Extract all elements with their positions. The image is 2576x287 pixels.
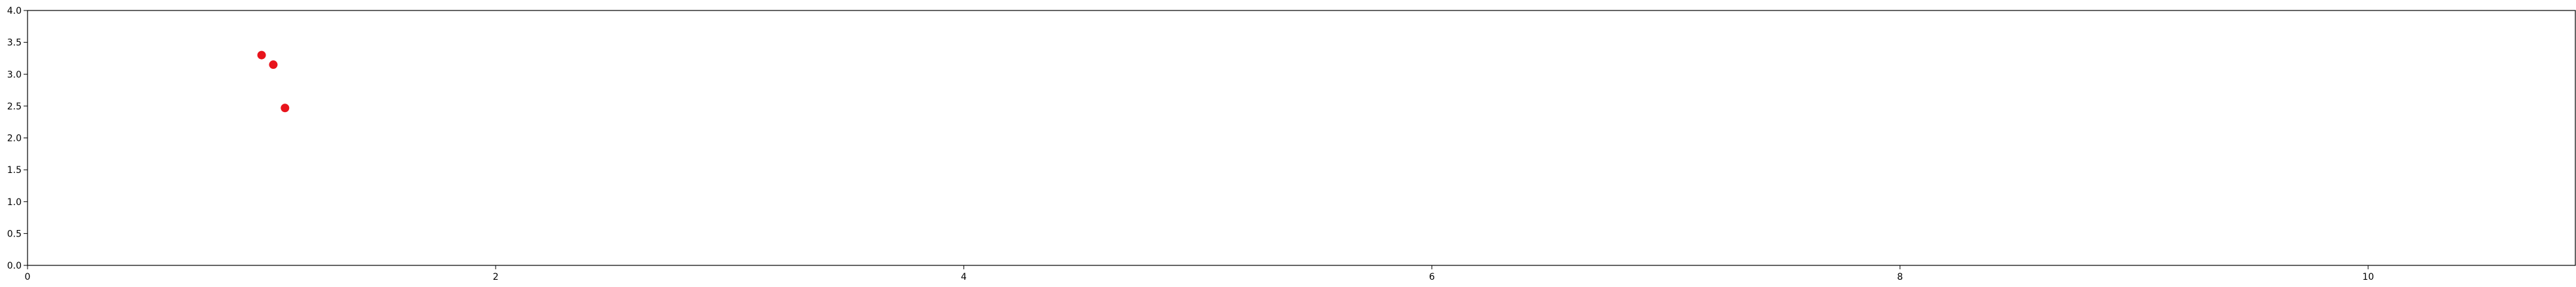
y-tick-label: 2.5: [7, 102, 22, 112]
y-tick-label: 0.5: [7, 229, 22, 239]
x-tick-label: 4: [961, 272, 967, 282]
x-axis: 0 2 4 6 8 10: [25, 265, 2374, 282]
x-tick-label: 8: [1897, 272, 1903, 282]
plot-frame: [27, 10, 2576, 266]
y-tick-label: 3.0: [7, 69, 22, 80]
x-tick-label: 2: [493, 272, 499, 282]
y-axis: 0.0 0.5 1.0 1.5 2.0 2.5 3.0 3.5 4.0: [7, 6, 28, 271]
y-tick-label: 4.0: [7, 6, 22, 16]
data-point: [257, 50, 266, 60]
y-tick-label: 1.0: [7, 197, 22, 208]
x-tick-label: 6: [1429, 272, 1435, 282]
y-tick-label: 1.5: [7, 165, 22, 176]
y-tick-label: 3.5: [7, 38, 22, 48]
data-point: [269, 60, 278, 69]
data-point: [281, 104, 290, 113]
x-tick-label: 0: [25, 272, 31, 282]
y-tick-label: 2.0: [7, 134, 22, 144]
x-tick-label: 10: [2362, 272, 2374, 282]
plot-area: [27, 10, 2576, 266]
data-points: [257, 50, 290, 113]
y-tick-label: 0.0: [7, 261, 22, 271]
